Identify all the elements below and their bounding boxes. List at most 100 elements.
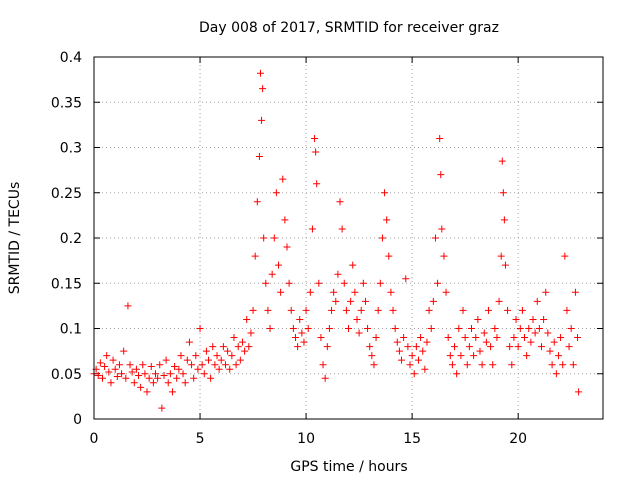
- data-point: [304, 325, 312, 332]
- data-point: [342, 306, 350, 314]
- data-point: [550, 338, 558, 346]
- data-point: [259, 85, 267, 93]
- data-point: [270, 234, 278, 242]
- data-point: [504, 306, 512, 314]
- data-point: [221, 361, 229, 369]
- data-point: [387, 288, 395, 296]
- data-point: [253, 198, 261, 206]
- data-point: [531, 329, 539, 337]
- data-point: [459, 306, 467, 314]
- data-point: [453, 370, 461, 378]
- data-point: [315, 279, 323, 287]
- data-point: [124, 302, 132, 310]
- data-point: [211, 361, 219, 369]
- data-point: [228, 352, 236, 360]
- data-point: [529, 315, 537, 323]
- data-point: [118, 370, 126, 378]
- data-points: [90, 69, 583, 412]
- chart-title: Day 008 of 2017, SRMTID for receiver gra…: [199, 20, 499, 36]
- data-point: [527, 338, 535, 346]
- data-point: [417, 334, 425, 342]
- data-point: [410, 370, 418, 378]
- data-point: [141, 370, 149, 378]
- data-point: [498, 157, 506, 165]
- grid-lines: [94, 57, 603, 419]
- data-point: [400, 334, 408, 342]
- data-point: [516, 325, 524, 332]
- data-point: [247, 329, 255, 337]
- data-point: [474, 315, 482, 323]
- data-point: [302, 306, 310, 314]
- data-point: [120, 347, 128, 355]
- data-point: [258, 116, 266, 124]
- data-point: [198, 361, 206, 369]
- data-point: [370, 361, 378, 369]
- y-tick-label: 0.2: [60, 231, 82, 247]
- data-point: [109, 356, 117, 364]
- data-point: [480, 329, 488, 337]
- data-point: [137, 383, 145, 391]
- data-point: [285, 279, 293, 287]
- data-point: [251, 252, 259, 260]
- data-point: [224, 347, 232, 355]
- data-point: [264, 306, 272, 314]
- data-point: [436, 134, 444, 142]
- data-point: [463, 361, 471, 369]
- data-point: [561, 252, 569, 260]
- data-point: [446, 352, 454, 360]
- data-point: [101, 363, 109, 371]
- data-point: [283, 243, 291, 251]
- data-point: [183, 356, 191, 364]
- data-point: [330, 288, 338, 296]
- data-point: [294, 343, 302, 351]
- data-point: [190, 374, 198, 382]
- data-point: [470, 352, 478, 360]
- x-axis-label: GPS time / hours: [290, 459, 407, 475]
- data-point: [171, 363, 179, 371]
- data-point: [393, 338, 401, 346]
- data-point: [287, 306, 295, 314]
- data-point: [202, 347, 210, 355]
- data-point: [476, 347, 484, 355]
- data-point: [317, 334, 325, 342]
- data-point: [575, 388, 583, 396]
- data-point: [425, 306, 433, 314]
- data-point: [408, 352, 416, 360]
- data-point: [355, 329, 363, 337]
- data-point: [518, 306, 526, 314]
- data-point: [323, 343, 331, 351]
- x-tick-label: 15: [403, 431, 421, 447]
- data-point: [514, 343, 522, 351]
- data-point: [345, 325, 352, 332]
- data-point: [427, 325, 435, 332]
- data-point: [438, 225, 446, 233]
- data-point: [319, 361, 327, 369]
- data-point: [557, 334, 565, 342]
- axis-ticks: 0 0.05 0.1 0.15 0.2 0.25 0.3 0.35 0.4 0 5 10 15 20: [51, 50, 603, 447]
- data-point: [569, 361, 577, 369]
- data-point: [489, 361, 497, 369]
- data-point: [162, 356, 170, 364]
- data-point: [465, 343, 473, 351]
- data-point: [540, 315, 548, 323]
- data-point: [574, 334, 582, 342]
- y-tick-label: 0.15: [51, 276, 82, 292]
- data-point: [544, 329, 552, 337]
- data-point: [340, 279, 348, 287]
- data-point: [173, 374, 181, 382]
- data-point: [461, 334, 469, 342]
- data-point: [482, 338, 490, 346]
- data-point: [548, 361, 556, 369]
- data-point: [166, 370, 174, 378]
- data-point: [395, 347, 403, 355]
- data-point: [495, 297, 503, 305]
- data-point: [563, 306, 571, 314]
- data-point: [512, 315, 520, 323]
- data-point: [506, 343, 514, 351]
- data-point: [215, 365, 223, 373]
- data-point: [177, 352, 185, 360]
- x-tick-label: 0: [90, 431, 99, 447]
- data-point: [381, 189, 389, 197]
- data-point: [312, 148, 320, 156]
